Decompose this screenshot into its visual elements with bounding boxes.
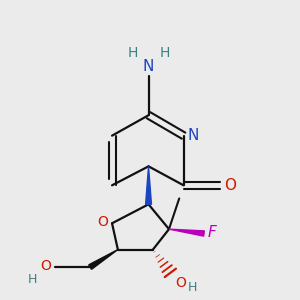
- Text: H: H: [188, 281, 197, 294]
- Polygon shape: [146, 166, 152, 204]
- Text: F: F: [208, 225, 216, 240]
- Text: H: H: [127, 46, 138, 60]
- Text: N: N: [188, 128, 199, 143]
- Polygon shape: [89, 250, 118, 269]
- Text: O: O: [41, 259, 52, 273]
- Text: O: O: [97, 215, 108, 229]
- Text: N: N: [143, 59, 154, 74]
- Polygon shape: [169, 229, 204, 236]
- Text: H: H: [159, 46, 170, 60]
- Text: O: O: [175, 276, 186, 290]
- Text: H: H: [28, 273, 38, 286]
- Text: O: O: [224, 178, 236, 193]
